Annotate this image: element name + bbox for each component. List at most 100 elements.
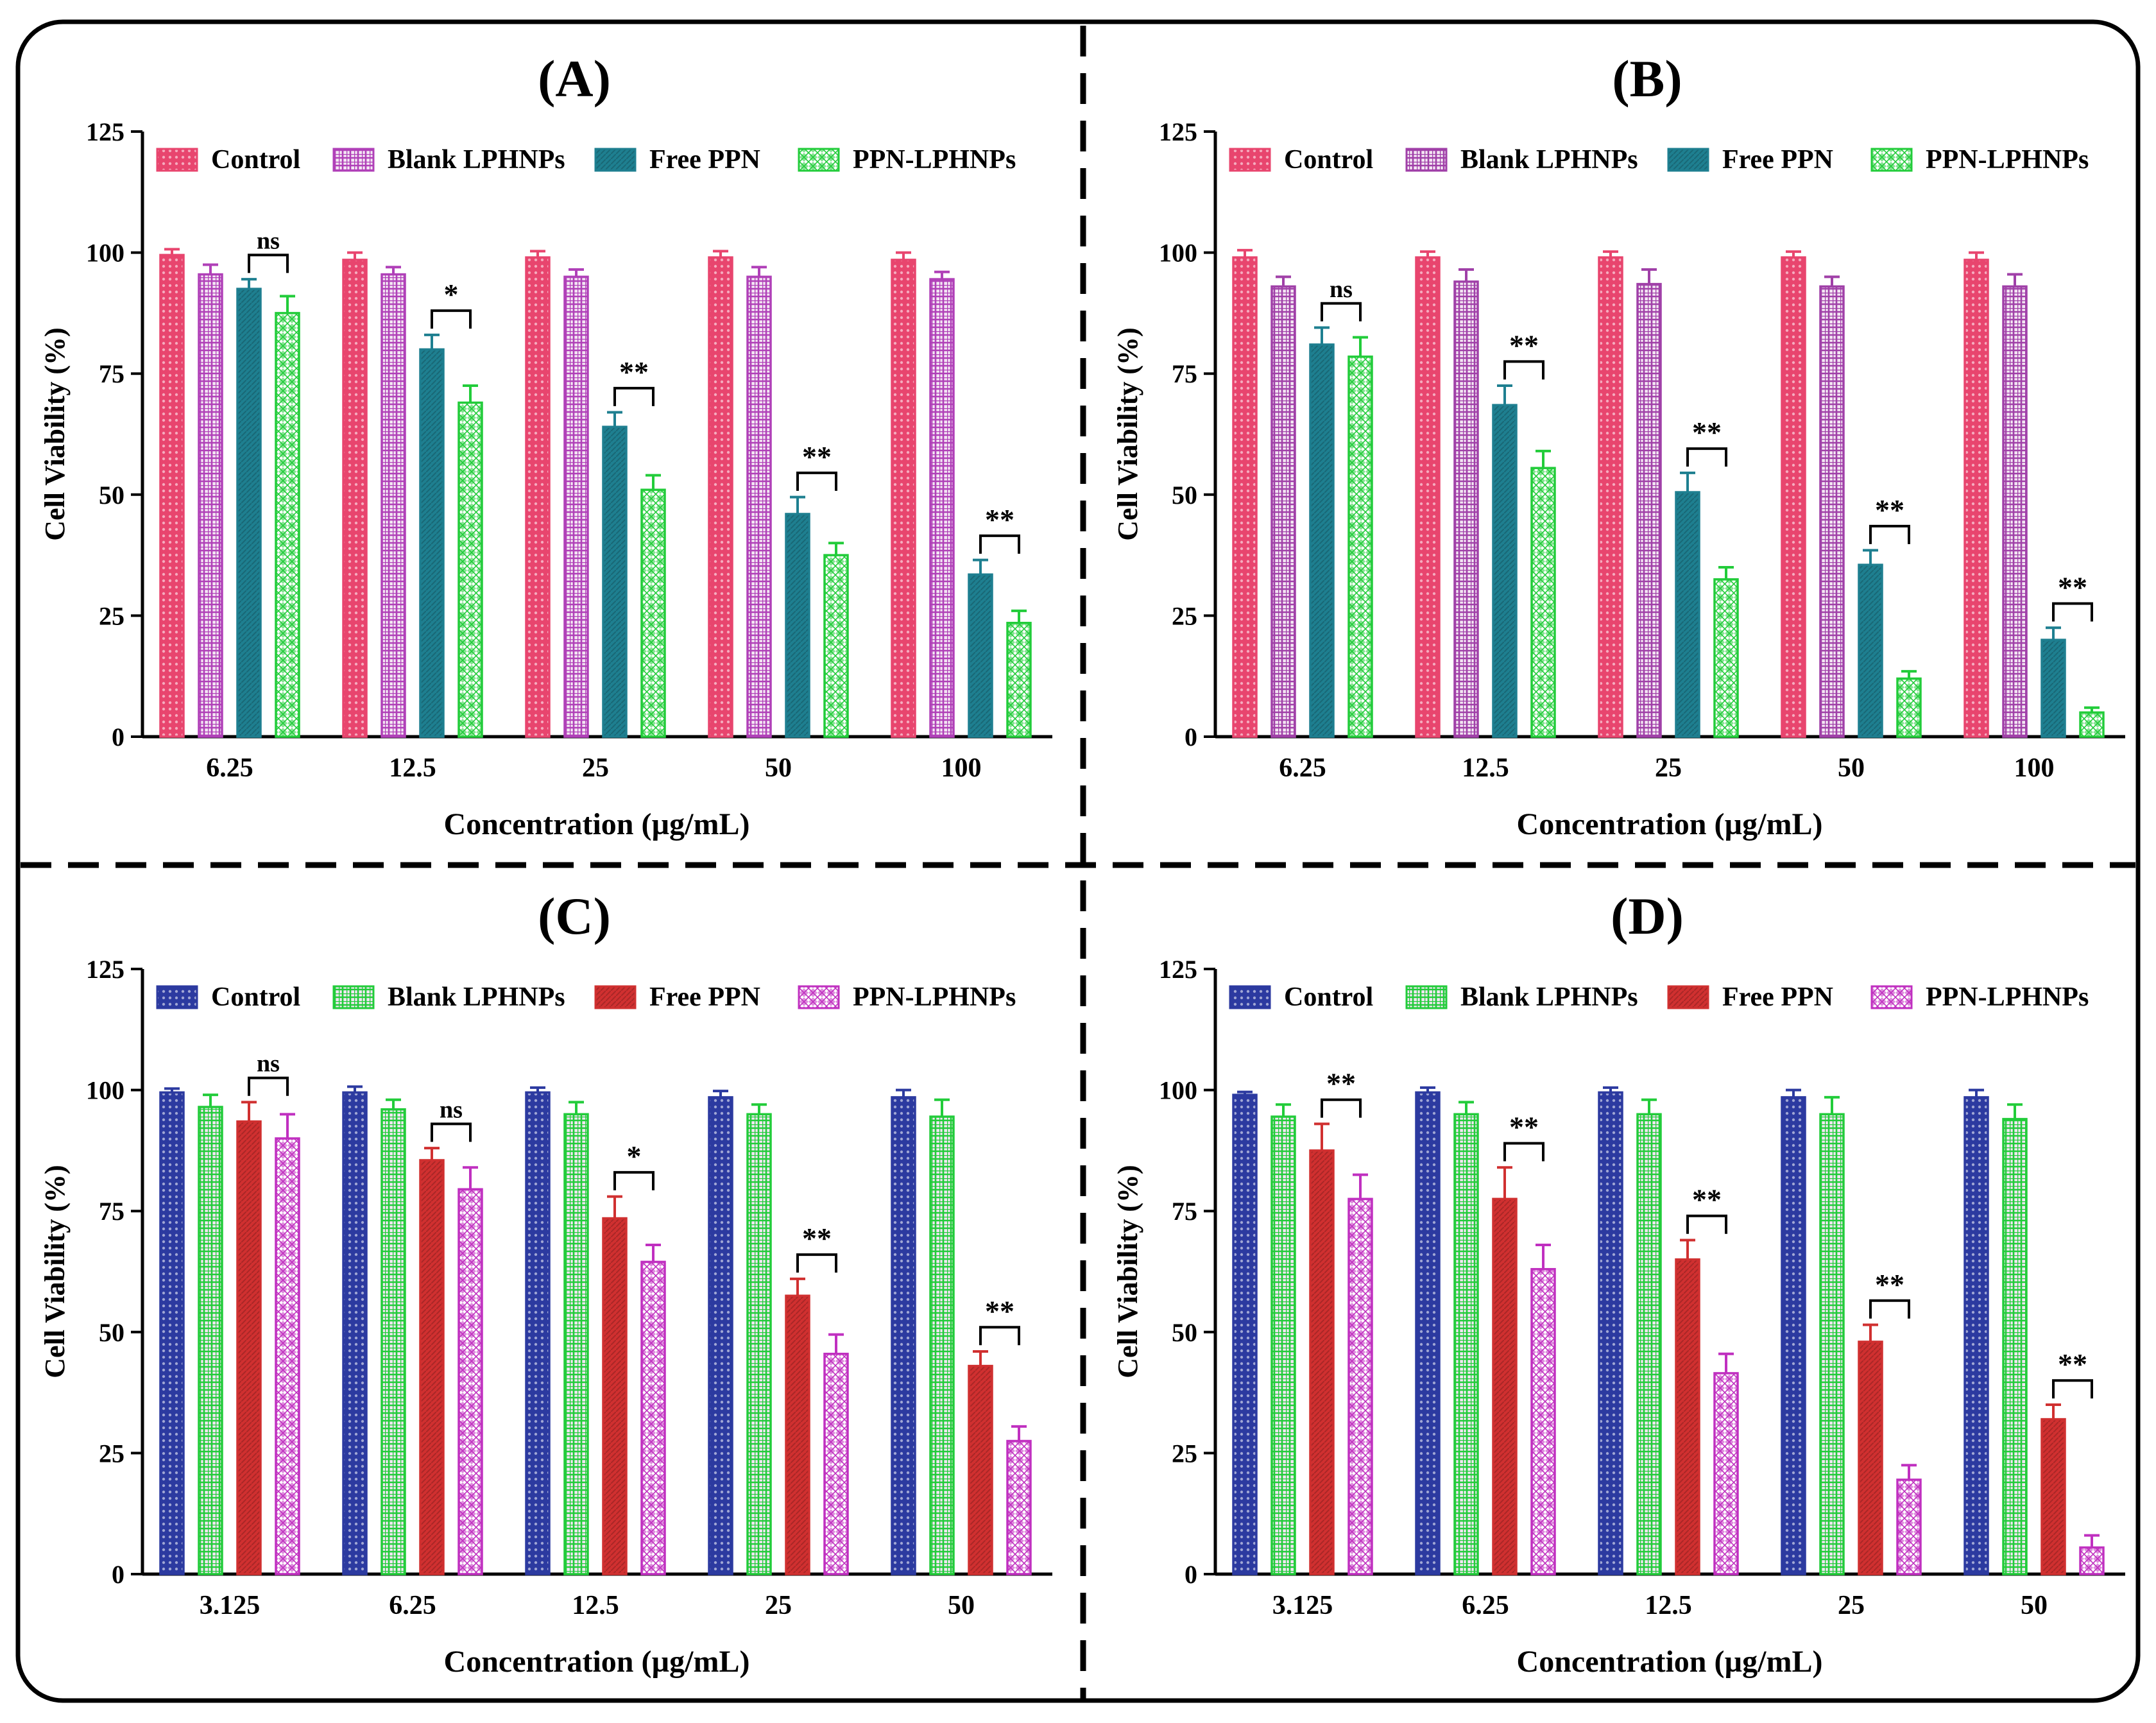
legend-swatch-control — [156, 985, 198, 1009]
x-axis-label: Concentration (µg/mL) — [1517, 1645, 1823, 1679]
legend-swatch-free-ppn — [1667, 985, 1709, 1009]
x-tick-label: 6.25 — [1279, 753, 1326, 783]
legend-swatch-ppn-lphnps — [1870, 148, 1913, 172]
legend-swatch-free-ppn — [594, 148, 637, 172]
significance-label: ** — [985, 1294, 1014, 1327]
bar-blank-lphnps-50 — [1819, 285, 1845, 738]
significance-bracket — [431, 309, 472, 329]
bar-blank-lphnps-12-5 — [1636, 1113, 1662, 1575]
bar-ppn-lphnps-6-25 — [458, 1188, 483, 1575]
y-axis-label: Cell Viability (%) — [1112, 327, 1143, 540]
bar-ppn-lphnps-25 — [1896, 1479, 1922, 1575]
bar-control-6-25 — [1232, 256, 1258, 738]
significance-bracket — [431, 1122, 472, 1142]
bar-ppn-lphnps-6-25 — [1348, 356, 1373, 738]
bar-control-50 — [708, 256, 733, 738]
significance-label: * — [627, 1140, 642, 1172]
significance-label: ** — [1692, 1183, 1722, 1216]
legend-label-blank-lphnps: Blank LPHNPs — [388, 145, 565, 175]
y-tick-label: 75 — [99, 359, 124, 388]
bar-free-ppn-25 — [785, 1294, 810, 1575]
y-tick-label: 100 — [1159, 1076, 1197, 1105]
bar-blank-lphnps-12-5 — [1453, 280, 1479, 738]
significance-label: ns — [257, 227, 280, 254]
y-tick-label: 50 — [1172, 481, 1197, 510]
y-tick-label: 25 — [1172, 1439, 1197, 1468]
x-tick-label: 25 — [765, 1591, 792, 1620]
bar-control-12-5 — [342, 259, 368, 738]
significance-bracket — [248, 1076, 289, 1096]
significance-bracket — [1686, 447, 1727, 467]
bar-ppn-lphnps-12-5 — [458, 401, 483, 738]
x-tick-label: 12.5 — [389, 753, 436, 783]
x-tick-label: 12.5 — [572, 1591, 619, 1620]
y-tick-label: 0 — [1185, 1560, 1197, 1589]
legend-swatch-blank-lphnps — [1405, 148, 1448, 172]
significance-label: ** — [802, 1222, 832, 1255]
x-axis-label: Concentration (µg/mL) — [1517, 807, 1823, 841]
panel-b: (B) 0 25 50 75 100 125 Cell Viability (%) Concen… — [1112, 49, 2125, 841]
bar-ppn-lphnps-6-25 — [1530, 1267, 1556, 1575]
bar-free-ppn-50 — [968, 1364, 993, 1575]
x-tick-label: 12.5 — [1462, 753, 1509, 783]
x-tick-label: 25 — [1655, 753, 1682, 783]
bar-ppn-lphnps-100 — [2079, 711, 2105, 738]
bar-control-50 — [1964, 1096, 1989, 1575]
significance-bracket — [796, 471, 837, 491]
legend-label-control: Control — [211, 982, 300, 1012]
legend-label-free-ppn: Free PPN — [649, 982, 760, 1012]
panel-title: (A) — [538, 49, 611, 108]
x-tick-label: 3.125 — [1272, 1591, 1333, 1620]
y-tick-label: 25 — [99, 601, 124, 630]
bar-free-ppn-12-5 — [419, 348, 445, 738]
significance-label: * — [444, 278, 459, 311]
legend-label-free-ppn: Free PPN — [1722, 145, 1833, 175]
bar-blank-lphnps-6-25 — [198, 273, 223, 738]
legend-label-blank-lphnps: Blank LPHNPs — [1460, 145, 1638, 175]
x-tick-label: 25 — [582, 753, 609, 783]
y-tick-label: 75 — [1172, 359, 1197, 388]
x-tick-label: 100 — [941, 753, 982, 783]
bar-free-ppn-3-125 — [236, 1120, 262, 1575]
bar-free-ppn-25 — [1858, 1341, 1883, 1575]
y-tick-label: 100 — [86, 1076, 124, 1105]
y-tick-label: 75 — [99, 1197, 124, 1226]
significance-label: ** — [1692, 416, 1722, 449]
significance-bracket — [1321, 1098, 1362, 1118]
significance-bracket — [1869, 524, 1910, 544]
bar-free-ppn-12-5 — [1675, 1258, 1700, 1575]
bar-control-50 — [1781, 256, 1806, 738]
significance-bracket — [2052, 602, 2093, 622]
significance-bracket — [613, 1170, 654, 1190]
y-tick-label: 75 — [1172, 1197, 1197, 1226]
significance-bracket — [1503, 1142, 1544, 1162]
legend-label-blank-lphnps: Blank LPHNPs — [1460, 982, 1638, 1012]
y-tick-label: 25 — [99, 1439, 124, 1468]
x-tick-label: 100 — [2014, 753, 2055, 783]
legend-swatch-free-ppn — [594, 985, 637, 1009]
legend-swatch-free-ppn — [1667, 148, 1709, 172]
legend-label-control: Control — [1284, 145, 1373, 175]
y-tick-label: 50 — [99, 481, 124, 510]
significance-label: ** — [1509, 1111, 1539, 1144]
bar-free-ppn-12-5 — [602, 1217, 628, 1575]
bar-ppn-lphnps-12-5 — [1530, 467, 1556, 738]
bar-blank-lphnps-100 — [929, 278, 955, 738]
y-axis-label: Cell Viability (%) — [39, 1165, 71, 1378]
bar-free-ppn-12-5 — [1492, 404, 1518, 738]
panel-title: (D) — [1611, 887, 1684, 945]
y-tick-label: 100 — [1159, 239, 1197, 268]
bar-blank-lphnps-25 — [1819, 1113, 1845, 1575]
bar-control-6-25 — [1415, 1091, 1441, 1575]
bar-free-ppn-25 — [1675, 491, 1700, 738]
bar-free-ppn-6-25 — [1492, 1197, 1518, 1575]
bar-ppn-lphnps-50 — [823, 554, 849, 738]
significance-label: ** — [802, 440, 832, 473]
significance-label: ** — [2058, 1348, 2087, 1380]
x-tick-label: 6.25 — [1462, 1591, 1509, 1620]
bar-blank-lphnps-6-25 — [381, 1108, 406, 1575]
significance-label: ns — [257, 1050, 280, 1077]
legend-swatch-blank-lphnps — [332, 985, 375, 1009]
x-tick-label: 6.25 — [389, 1591, 436, 1620]
